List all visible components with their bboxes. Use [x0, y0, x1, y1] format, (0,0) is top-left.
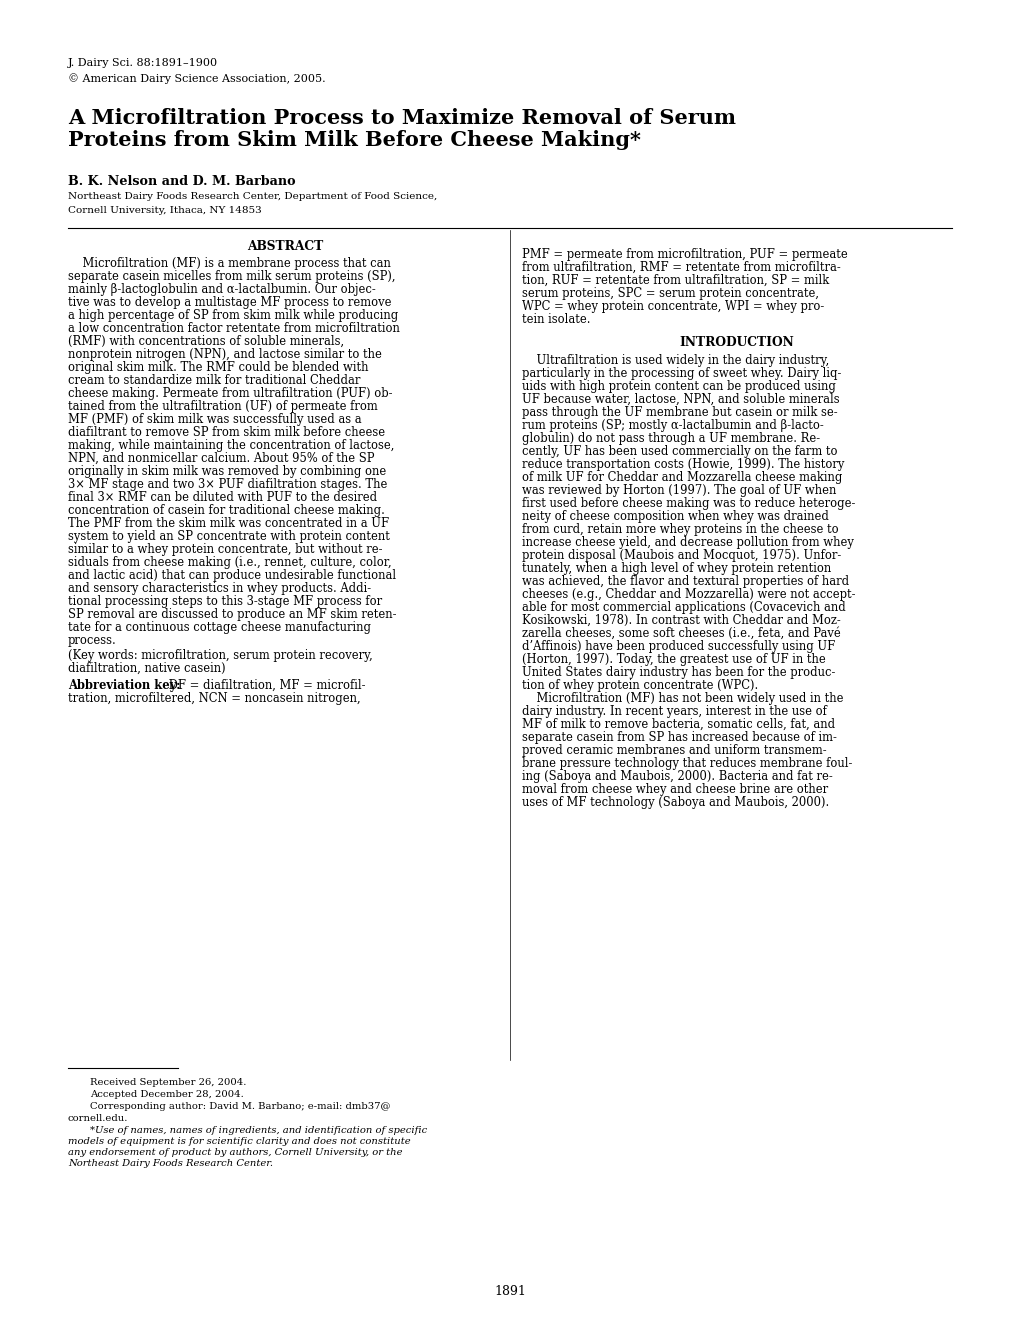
Text: any endorsement of product by authors, Cornell University, or the: any endorsement of product by authors, C…: [68, 1148, 403, 1158]
Text: siduals from cheese making (i.e., rennet, culture, color,: siduals from cheese making (i.e., rennet…: [68, 556, 391, 569]
Text: from ultrafiltration, RMF = retentate from microfiltra-: from ultrafiltration, RMF = retentate fr…: [522, 261, 840, 275]
Text: Received September 26, 2004.: Received September 26, 2004.: [90, 1078, 247, 1086]
Text: J. Dairy Sci. 88:1891–1900: J. Dairy Sci. 88:1891–1900: [68, 58, 218, 69]
Text: pass through the UF membrane but casein or milk se-: pass through the UF membrane but casein …: [522, 407, 837, 418]
Text: NPN, and nonmicellar calcium. About 95% of the SP: NPN, and nonmicellar calcium. About 95% …: [68, 451, 374, 465]
Text: 1891: 1891: [493, 1284, 526, 1298]
Text: process.: process.: [68, 634, 116, 647]
Text: United States dairy industry has been for the produc-: United States dairy industry has been fo…: [522, 667, 835, 678]
Text: moval from cheese whey and cheese brine are other: moval from cheese whey and cheese brine …: [522, 783, 827, 796]
Text: DF = diafiltration, MF = microfil-: DF = diafiltration, MF = microfil-: [165, 678, 365, 692]
Text: proved ceramic membranes and uniform transmem-: proved ceramic membranes and uniform tra…: [522, 744, 825, 756]
Text: uses of MF technology (Saboya and Maubois, 2000).: uses of MF technology (Saboya and Mauboi…: [522, 796, 828, 809]
Text: original skim milk. The RMF could be blended with: original skim milk. The RMF could be ble…: [68, 360, 368, 374]
Text: able for most commercial applications (Covacevich and: able for most commercial applications (C…: [522, 601, 845, 614]
Text: reduce transportation costs (Howie, 1999). The history: reduce transportation costs (Howie, 1999…: [522, 458, 844, 471]
Text: tate for a continuous cottage cheese manufacturing: tate for a continuous cottage cheese man…: [68, 620, 371, 634]
Text: SP removal are discussed to produce an MF skim reten-: SP removal are discussed to produce an M…: [68, 609, 396, 620]
Text: Proteins from Skim Milk Before Cheese Making*: Proteins from Skim Milk Before Cheese Ma…: [68, 129, 640, 150]
Text: d’Affinois) have been produced successfully using UF: d’Affinois) have been produced successfu…: [522, 640, 835, 653]
Text: models of equipment is for scientific clarity and does not constitute: models of equipment is for scientific cl…: [68, 1137, 411, 1146]
Text: MF of milk to remove bacteria, somatic cells, fat, and: MF of milk to remove bacteria, somatic c…: [522, 718, 835, 731]
Text: Corresponding author: David M. Barbano; e-mail: dmb37@: Corresponding author: David M. Barbano; …: [90, 1102, 390, 1111]
Text: diafiltration, native casein): diafiltration, native casein): [68, 663, 225, 675]
Text: making, while maintaining the concentration of lactose,: making, while maintaining the concentrat…: [68, 440, 394, 451]
Text: final 3× RMF can be diluted with PUF to the desired: final 3× RMF can be diluted with PUF to …: [68, 491, 377, 504]
Text: zarella cheeses, some soft cheeses (i.e., feta, and Pavé: zarella cheeses, some soft cheeses (i.e.…: [522, 627, 840, 640]
Text: globulin) do not pass through a UF membrane. Re-: globulin) do not pass through a UF membr…: [522, 432, 819, 445]
Text: Abbreviation key:: Abbreviation key:: [68, 678, 180, 692]
Text: tunately, when a high level of whey protein retention: tunately, when a high level of whey prot…: [522, 562, 830, 576]
Text: tion of whey protein concentrate (WPC).: tion of whey protein concentrate (WPC).: [522, 678, 757, 692]
Text: tive was to develop a multistage MF process to remove: tive was to develop a multistage MF proc…: [68, 296, 391, 309]
Text: concentration of casein for traditional cheese making.: concentration of casein for traditional …: [68, 504, 384, 517]
Text: © American Dairy Science Association, 2005.: © American Dairy Science Association, 20…: [68, 73, 325, 83]
Text: cheese making. Permeate from ultrafiltration (PUF) ob-: cheese making. Permeate from ultrafiltra…: [68, 387, 392, 400]
Text: ABSTRACT: ABSTRACT: [247, 240, 323, 253]
Text: Northeast Dairy Foods Research Center, Department of Food Science,: Northeast Dairy Foods Research Center, D…: [68, 191, 437, 201]
Text: diafiltrant to remove SP from skim milk before cheese: diafiltrant to remove SP from skim milk …: [68, 426, 385, 440]
Text: particularly in the processing of sweet whey. Dairy liq-: particularly in the processing of sweet …: [522, 367, 841, 380]
Text: WPC = whey protein concentrate, WPI = whey pro-: WPC = whey protein concentrate, WPI = wh…: [522, 300, 823, 313]
Text: Ultrafiltration is used widely in the dairy industry,: Ultrafiltration is used widely in the da…: [522, 354, 828, 367]
Text: dairy industry. In recent years, interest in the use of: dairy industry. In recent years, interes…: [522, 705, 826, 718]
Text: and sensory characteristics in whey products. Addi-: and sensory characteristics in whey prod…: [68, 582, 371, 595]
Text: separate casein from SP has increased because of im-: separate casein from SP has increased be…: [522, 731, 836, 744]
Text: increase cheese yield, and decrease pollution from whey: increase cheese yield, and decrease poll…: [522, 536, 853, 549]
Text: Kosikowski, 1978). In contrast with Cheddar and Moz-: Kosikowski, 1978). In contrast with Ched…: [522, 614, 840, 627]
Text: was reviewed by Horton (1997). The goal of UF when: was reviewed by Horton (1997). The goal …: [522, 484, 836, 498]
Text: rum proteins (SP; mostly α-lactalbumin and β-lacto-: rum proteins (SP; mostly α-lactalbumin a…: [522, 418, 823, 432]
Text: cheeses (e.g., Cheddar and Mozzarella) were not accept-: cheeses (e.g., Cheddar and Mozzarella) w…: [522, 587, 855, 601]
Text: Microfiltration (MF) is a membrane process that can: Microfiltration (MF) is a membrane proce…: [68, 257, 390, 271]
Text: Cornell University, Ithaca, NY 14853: Cornell University, Ithaca, NY 14853: [68, 206, 262, 215]
Text: a high percentage of SP from skim milk while producing: a high percentage of SP from skim milk w…: [68, 309, 397, 322]
Text: *Use of names, names of ingredients, and identification of specific: *Use of names, names of ingredients, and…: [90, 1126, 427, 1135]
Text: tein isolate.: tein isolate.: [522, 313, 590, 326]
Text: Microfiltration (MF) has not been widely used in the: Microfiltration (MF) has not been widely…: [522, 692, 843, 705]
Text: A Microfiltration Process to Maximize Removal of Serum: A Microfiltration Process to Maximize Re…: [68, 108, 736, 128]
Text: originally in skim milk was removed by combining one: originally in skim milk was removed by c…: [68, 465, 386, 478]
Text: tration, microfiltered, NCN = noncasein nitrogen,: tration, microfiltered, NCN = noncasein …: [68, 692, 361, 705]
Text: from curd, retain more whey proteins in the cheese to: from curd, retain more whey proteins in …: [522, 523, 838, 536]
Text: INTRODUCTION: INTRODUCTION: [679, 337, 794, 348]
Text: MF (PMF) of skim milk was successfully used as a: MF (PMF) of skim milk was successfully u…: [68, 413, 362, 426]
Text: tained from the ultrafiltration (UF) of permeate from: tained from the ultrafiltration (UF) of …: [68, 400, 377, 413]
Text: brane pressure technology that reduces membrane foul-: brane pressure technology that reduces m…: [522, 756, 852, 770]
Text: of milk UF for Cheddar and Mozzarella cheese making: of milk UF for Cheddar and Mozzarella ch…: [522, 471, 842, 484]
Text: serum proteins, SPC = serum protein concentrate,: serum proteins, SPC = serum protein conc…: [522, 286, 818, 300]
Text: cently, UF has been used commercially on the farm to: cently, UF has been used commercially on…: [522, 445, 837, 458]
Text: cornell.edu.: cornell.edu.: [68, 1114, 128, 1123]
Text: (Key words: microfiltration, serum protein recovery,: (Key words: microfiltration, serum prote…: [68, 649, 372, 663]
Text: mainly β-lactoglobulin and α-lactalbumin. Our objec-: mainly β-lactoglobulin and α-lactalbumin…: [68, 282, 375, 296]
Text: The PMF from the skim milk was concentrated in a UF: The PMF from the skim milk was concentra…: [68, 517, 388, 531]
Text: similar to a whey protein concentrate, but without re-: similar to a whey protein concentrate, b…: [68, 543, 382, 556]
Text: (RMF) with concentrations of soluble minerals,: (RMF) with concentrations of soluble min…: [68, 335, 343, 348]
Text: separate casein micelles from milk serum proteins (SP),: separate casein micelles from milk serum…: [68, 271, 395, 282]
Text: was achieved, the flavor and textural properties of hard: was achieved, the flavor and textural pr…: [522, 576, 848, 587]
Text: UF because water, lactose, NPN, and soluble minerals: UF because water, lactose, NPN, and solu…: [522, 393, 839, 407]
Text: ing (Saboya and Maubois, 2000). Bacteria and fat re-: ing (Saboya and Maubois, 2000). Bacteria…: [522, 770, 832, 783]
Text: tional processing steps to this 3-stage MF process for: tional processing steps to this 3-stage …: [68, 595, 382, 609]
Text: PMF = permeate from microfiltration, PUF = permeate: PMF = permeate from microfiltration, PUF…: [522, 248, 847, 261]
Text: cream to standardize milk for traditional Cheddar: cream to standardize milk for traditiona…: [68, 374, 360, 387]
Text: and lactic acid) that can produce undesirable functional: and lactic acid) that can produce undesi…: [68, 569, 395, 582]
Text: system to yield an SP concentrate with protein content: system to yield an SP concentrate with p…: [68, 531, 389, 543]
Text: protein disposal (Maubois and Mocquot, 1975). Unfor-: protein disposal (Maubois and Mocquot, 1…: [522, 549, 841, 562]
Text: Northeast Dairy Foods Research Center.: Northeast Dairy Foods Research Center.: [68, 1159, 273, 1168]
Text: a low concentration factor retentate from microfiltration: a low concentration factor retentate fro…: [68, 322, 399, 335]
Text: (Horton, 1997). Today, the greatest use of UF in the: (Horton, 1997). Today, the greatest use …: [522, 653, 825, 667]
Text: tion, RUF = retentate from ultrafiltration, SP = milk: tion, RUF = retentate from ultrafiltrati…: [522, 275, 828, 286]
Text: uids with high protein content can be produced using: uids with high protein content can be pr…: [522, 380, 835, 393]
Text: 3× MF stage and two 3× PUF diafiltration stages. The: 3× MF stage and two 3× PUF diafiltration…: [68, 478, 387, 491]
Text: B. K. Nelson and D. M. Barbano: B. K. Nelson and D. M. Barbano: [68, 176, 296, 187]
Text: Accepted December 28, 2004.: Accepted December 28, 2004.: [90, 1090, 244, 1100]
Text: first used before cheese making was to reduce heteroge-: first used before cheese making was to r…: [522, 498, 855, 510]
Text: nonprotein nitrogen (NPN), and lactose similar to the: nonprotein nitrogen (NPN), and lactose s…: [68, 348, 381, 360]
Text: neity of cheese composition when whey was drained: neity of cheese composition when whey wa…: [522, 510, 828, 523]
